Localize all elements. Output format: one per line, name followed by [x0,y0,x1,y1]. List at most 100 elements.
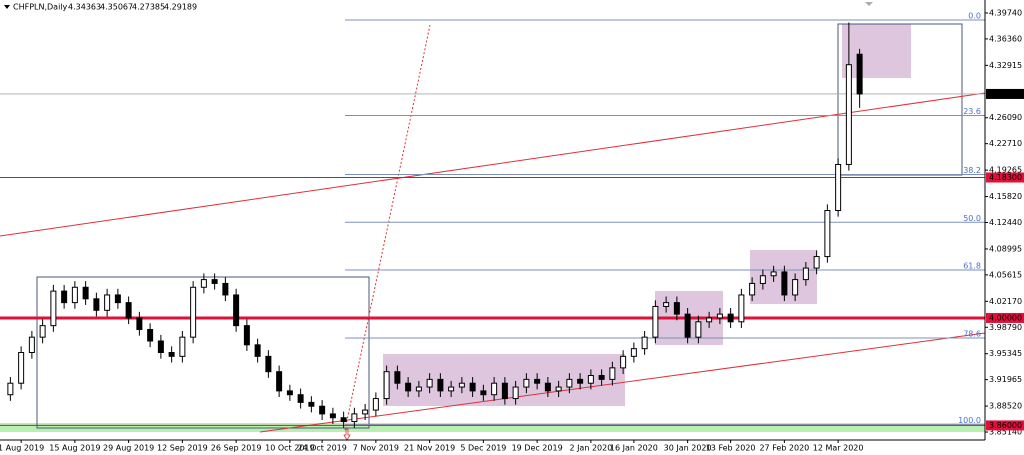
candle-body [534,378,541,384]
candle-body [233,294,240,327]
candle-body [211,279,218,284]
candle-body [82,286,89,300]
candle-body [319,405,326,415]
candle-body [544,382,551,392]
axes: 4.39740 4.36360 4.32915 4.26090 4.22710 4.192… [0,8,1024,453]
header: CHFPLN,Daily 4.34363 4.35067 4.27385 4.2… [4,3,197,12]
candle-body [222,282,229,296]
candles [7,22,863,428]
candle-body [383,371,390,400]
y-tick-label: 4.26090 [989,113,1022,122]
fib-label: 78.6 [963,330,981,339]
support-zone [0,423,985,432]
candle-body [243,325,250,346]
price-label-bg [986,420,1024,431]
candle-body [426,378,433,388]
candle-body [609,367,616,380]
candle-body [845,64,852,165]
x-tick-label: 1 Aug 2019 [0,444,44,453]
candle-body [437,378,444,392]
candle-body [157,340,164,354]
low-value: 4.27385 [132,3,165,12]
candle-body [297,394,304,403]
candle-body [18,352,25,384]
candle-body [168,352,175,357]
x-tick-label: 21 Nov 2019 [404,444,455,453]
x-tick-label: 5 Dec 2019 [460,444,506,453]
candle-body [824,210,831,258]
candle-body [71,286,78,304]
candle-body [28,336,35,354]
high-value: 4.35067 [100,3,133,12]
candle-body [125,302,132,319]
y-tick-label: 4.32915 [989,61,1022,70]
fib-label: 23.6 [963,107,981,116]
price-label-bg [986,172,1024,183]
candle-body [587,375,594,384]
candle-body [340,417,347,423]
collapse-icon [4,5,10,9]
candle-body [276,371,283,392]
candle-body [802,267,809,281]
candle-body [491,382,498,396]
candle-body [577,378,584,384]
x-tick-label: 27 Feb 2020 [759,444,809,453]
candle-body [104,294,111,311]
y-tick-label: 4.05615 [989,270,1022,279]
candle-body [630,348,637,357]
y-tick-label: 4.02170 [989,297,1022,306]
candle-body [50,290,57,327]
fib-label: 50.0 [963,214,981,223]
price-label-bg [986,312,1024,323]
x-tick-label: 30 Jan 2020 [664,444,712,453]
candle-body [523,378,530,388]
candle-body [813,256,820,269]
fib-label: 61.8 [963,262,981,271]
candle-body [93,298,100,311]
y-tick-label: 4.39740 [989,8,1022,17]
candle-body [770,271,777,277]
trend-line [0,92,986,237]
y-tick-label: 4.12440 [989,218,1022,227]
price-lines [0,93,985,426]
y-tick-label: 3.91965 [989,375,1022,384]
y-tick-label: 4.22710 [989,139,1022,148]
candle-body [652,305,659,338]
candle-body [695,321,702,338]
x-tick-label: 24 Oct 2019 [297,444,346,453]
candle-body [405,382,412,392]
fib-label: 38.2 [963,166,981,175]
fib-label: 0.0 [968,11,981,20]
candle-body [716,313,723,319]
candle-body [792,279,799,296]
y-tick-label: 4.36360 [989,34,1022,43]
x-tick-label: 13 Feb 2020 [706,444,756,453]
candle-body [61,290,68,304]
y-tick-label: 4.19265 [989,166,1022,175]
candle-body [738,294,745,323]
candle-body [727,313,734,323]
close-value: 4.29189 [164,3,197,12]
candle-body [663,302,670,307]
candle-body [673,302,680,315]
candle-body [254,344,261,357]
y-tick-label: 3.95345 [989,349,1022,358]
candle-body [781,271,788,296]
y-tick-label: 4.08995 [989,244,1022,253]
candle-body [684,313,691,338]
open-value: 4.34363 [68,3,101,12]
x-tick-label: 15 Aug 2019 [49,444,100,453]
candle-body [749,282,756,296]
candle-body [362,409,369,415]
x-tick-label: 16 Jan 2020 [610,444,658,453]
candle-body [620,355,627,369]
current-price-label: 4.29189 [989,89,1022,98]
candle-body [469,382,476,392]
y-tick-label: 3.85140 [989,428,1022,437]
y-tick-label: 3.88520 [989,402,1022,411]
x-tick-label: 12 Mar 2020 [813,444,864,453]
candle-body [200,279,207,288]
candle-body [179,336,186,357]
candle-body [458,382,465,388]
